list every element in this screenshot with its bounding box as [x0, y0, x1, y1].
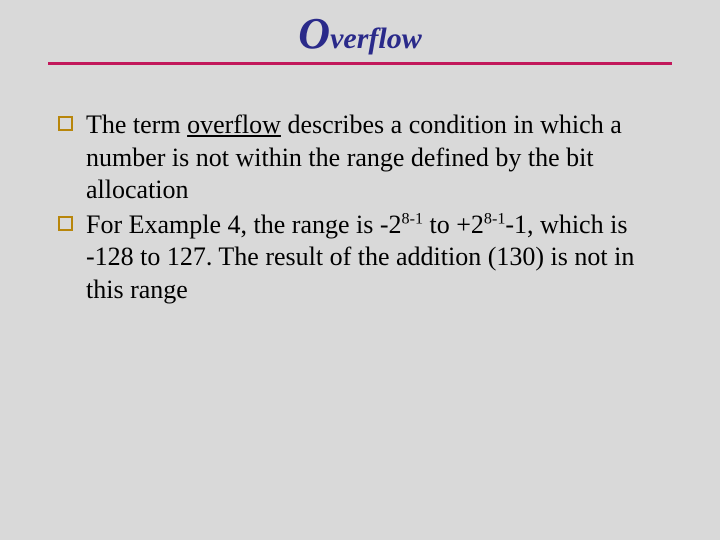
text-run: The term: [86, 110, 187, 139]
list-item: For Example 4, the range is -28-1 to +28…: [58, 209, 662, 307]
square-bullet-icon: [58, 216, 73, 231]
list-item: The term overflow describes a condition …: [58, 109, 662, 207]
content-area: The term overflow describes a condition …: [48, 65, 672, 306]
slide: Overflow The term overflow describes a c…: [0, 0, 720, 540]
title-area: Overflow: [48, 0, 672, 65]
title-rest: verflow: [330, 22, 422, 55]
exponent: 8-1: [484, 210, 505, 227]
text-run: to +2: [423, 210, 484, 239]
exponent: 8-1: [402, 210, 423, 227]
underlined-term: overflow: [187, 110, 281, 139]
bullet-1-text: The term overflow describes a condition …: [86, 110, 622, 204]
text-run: For Example 4, the range is -2: [86, 210, 402, 239]
title-initial-cap: O: [298, 9, 330, 58]
bullet-2-text: For Example 4, the range is -28-1 to +28…: [86, 210, 634, 304]
slide-title: Overflow: [298, 12, 421, 56]
square-bullet-icon: [58, 116, 73, 131]
